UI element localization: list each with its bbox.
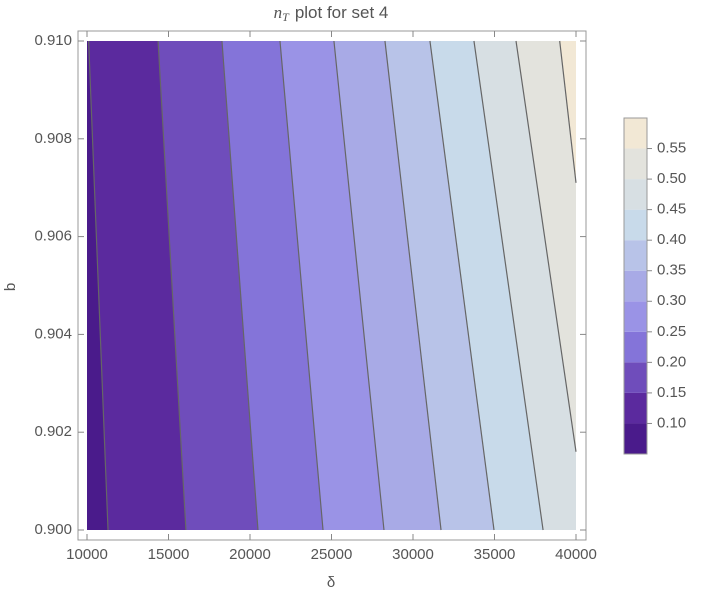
title-subscript: T (282, 10, 290, 24)
y-axis-label: b (2, 283, 19, 291)
colorbar-tick-label: 0.50 (657, 170, 686, 187)
colorbar-tick-label: 0.30 (657, 292, 686, 309)
colorbar-tick-label: 0.15 (657, 384, 686, 401)
x-tick-label: 30000 (392, 546, 434, 563)
colorbar-band (624, 118, 647, 149)
x-axis-label: δ (327, 574, 335, 591)
x-tick-label: 35000 (474, 546, 516, 563)
y-tick-label: 0.900 (34, 521, 72, 538)
colorbar-band (624, 423, 647, 454)
x-tick-label: 10000 (66, 546, 108, 563)
contour-line (473, 40, 544, 531)
colorbar-tick-label: 0.20 (657, 353, 686, 370)
y-tick-label: 0.908 (34, 130, 72, 147)
colorbar-tick-label: 0.10 (657, 414, 686, 431)
colorbar-band (624, 179, 647, 210)
contour-line (279, 40, 324, 531)
contour-band (559, 41, 576, 530)
contour-line (384, 40, 442, 531)
title-text: plot for set 4 (295, 3, 389, 22)
x-tick-label: 40000 (555, 546, 597, 563)
y-tick-label: 0.910 (34, 32, 72, 49)
x-tick-label: 20000 (229, 546, 271, 563)
x-tick-label: 25000 (311, 546, 353, 563)
contour-line (221, 40, 259, 531)
colorbar-tick-label: 0.40 (657, 231, 686, 248)
contour-line (515, 40, 577, 452)
title-symbol: n (274, 3, 283, 22)
contour-line (88, 40, 109, 531)
contour-line (333, 40, 385, 531)
colorbar-tick-label: 0.45 (657, 201, 686, 218)
y-tick-label: 0.904 (34, 325, 72, 342)
contour-line (157, 40, 187, 531)
colorbar-tick-label: 0.55 (657, 140, 686, 157)
contour-line (429, 40, 495, 531)
colorbar-band (624, 392, 647, 424)
colorbar-frame (623, 117, 648, 455)
y-tick-label: 0.906 (34, 228, 72, 245)
colorbar-band (624, 240, 647, 271)
contour-band (516, 41, 576, 530)
y-tick-label: 0.902 (34, 423, 72, 440)
colorbar-band (624, 331, 647, 363)
colorbar-band (624, 270, 647, 302)
colorbar-band (624, 362, 647, 393)
colorbar-tick-label: 0.35 (657, 262, 686, 279)
contour-line (559, 40, 577, 183)
colorbar-tick-label: 0.25 (657, 323, 686, 340)
x-tick-label: 15000 (148, 546, 190, 563)
chart-title: nT plot for set 4 (274, 3, 389, 24)
colorbar-band (624, 209, 647, 241)
colorbar-band (624, 301, 647, 332)
colorbar-band (624, 148, 647, 180)
